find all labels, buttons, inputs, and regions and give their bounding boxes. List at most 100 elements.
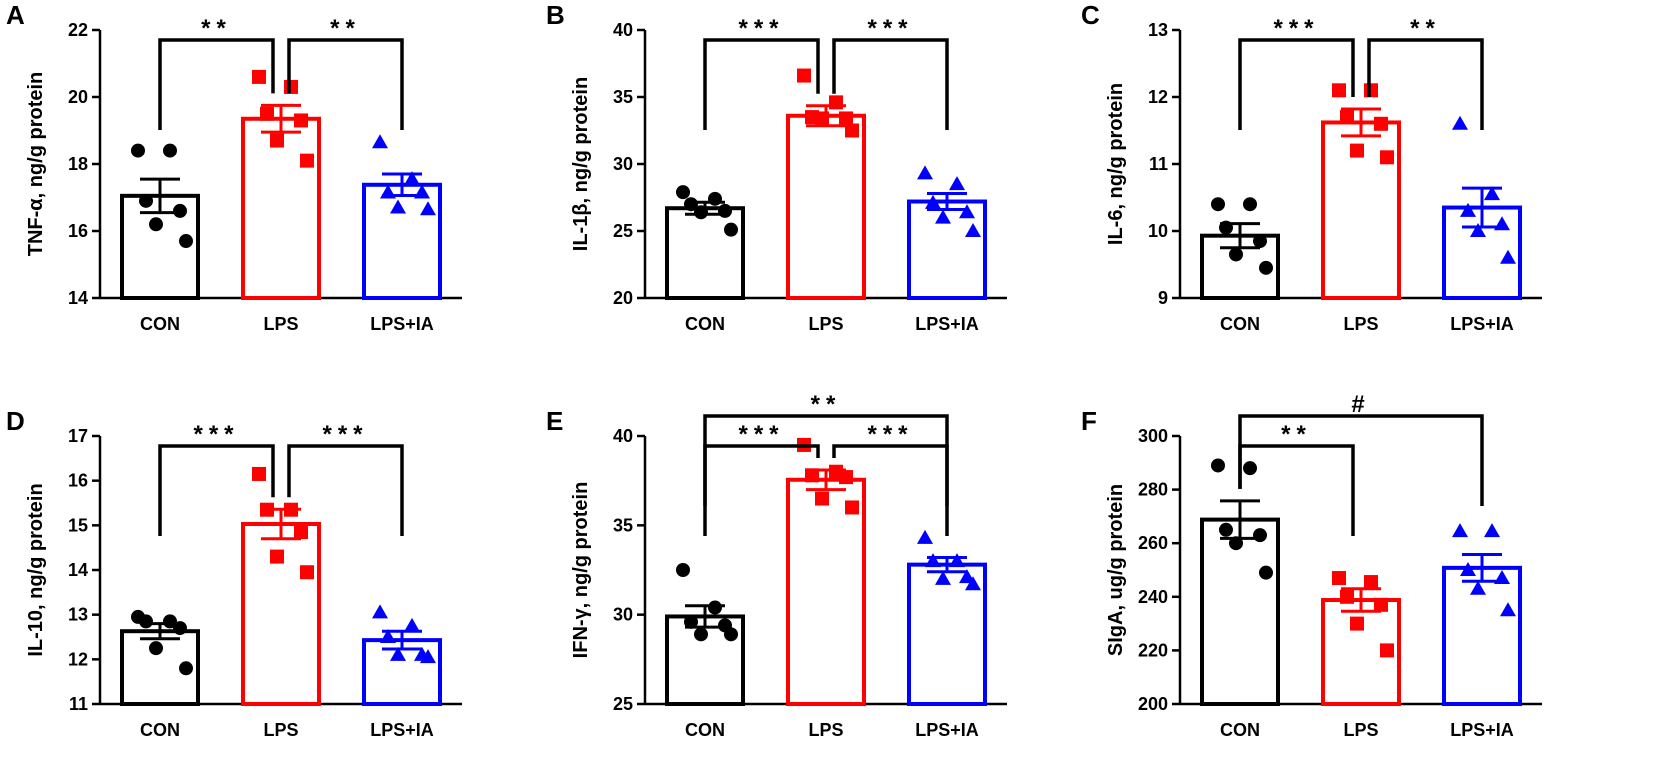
panel-c: C IL-6, ng/g protein 9 10 11 12 13 CON LPS LPS+IA…: [1081, 0, 1542, 334]
x-category-label: LPS: [808, 720, 843, 740]
data-point-circle: [1243, 197, 1257, 212]
data-point-square: [252, 69, 266, 84]
significance-label: ***: [738, 15, 784, 42]
data-point-circle: [179, 234, 193, 249]
data-point-square: [1380, 643, 1394, 658]
data-point-circle: [684, 197, 698, 212]
data-point-square: [839, 111, 853, 126]
bar-con: [665, 206, 745, 300]
significance-label: **: [1410, 15, 1441, 42]
y-tick-label: 300: [1138, 426, 1168, 446]
significance-bracket: [703, 414, 949, 506]
data-point-triangle: [1484, 186, 1500, 201]
data-point-circle: [163, 614, 177, 629]
data-point-square: [1340, 110, 1354, 125]
data-point-circle: [179, 661, 193, 676]
data-point-circle: [1219, 522, 1233, 537]
significance-label: ***: [867, 421, 913, 448]
significance-bracket: [287, 38, 404, 130]
data-point-square: [300, 153, 314, 168]
significance-bracket: [1238, 38, 1355, 130]
x-category-label: LPS+IA: [370, 314, 434, 334]
data-point-triangle: [414, 184, 430, 199]
data-point-square: [845, 500, 859, 515]
y-tick-label: 15: [68, 515, 88, 535]
x-category-label: CON: [140, 314, 180, 334]
y-tick-label: 22: [68, 20, 88, 40]
data-point-square: [805, 468, 819, 483]
data-point-square: [845, 123, 859, 138]
significance-label: ***: [322, 421, 368, 448]
data-point-circle: [708, 191, 722, 206]
x-category-label: LPS: [263, 720, 298, 740]
significance-bracket: [1367, 38, 1484, 130]
data-point-triangle: [380, 184, 396, 199]
significance-label: ***: [738, 421, 784, 448]
x-category-label: LPS+IA: [1450, 314, 1514, 334]
x-category-label: CON: [685, 720, 725, 740]
y-tick-label: 11: [1149, 154, 1168, 174]
y-tick-label: 35: [613, 515, 633, 535]
x-category-label: CON: [685, 314, 725, 334]
data-point-circle: [1259, 565, 1273, 580]
data-point-circle: [1211, 458, 1225, 473]
significance-bracket: [1238, 414, 1484, 506]
y-tick-label: 10: [1148, 221, 1168, 241]
data-point-square: [260, 106, 274, 121]
significance-label: **: [201, 15, 232, 42]
y-tick-label: 16: [68, 471, 88, 491]
data-point-circle: [1229, 536, 1243, 551]
data-point-triangle: [372, 134, 388, 149]
data-point-triangle: [420, 201, 436, 216]
data-point-triangle: [380, 629, 396, 643]
data-point-circle: [676, 185, 690, 200]
y-tick-label: 260: [1138, 533, 1168, 553]
y-tick-label: 13: [68, 605, 88, 625]
y-tick-label: 30: [613, 605, 633, 625]
data-point-square: [1350, 616, 1364, 631]
y-axis-label: IL-1β, ng/g protein: [570, 77, 592, 251]
data-point-square: [294, 113, 308, 128]
data-point-triangle: [1460, 202, 1476, 217]
y-axis-label: IFN-γ, ng/g protein: [570, 482, 592, 659]
y-tick-label: 9: [1158, 288, 1168, 308]
data-point-triangle: [1452, 523, 1468, 538]
data-point-triangle: [949, 553, 965, 568]
data-point-circle: [676, 563, 690, 577]
y-tick-label: 35: [613, 87, 633, 107]
data-point-square: [815, 491, 829, 506]
x-category-label: LPS: [263, 314, 298, 334]
y-tick-label: 25: [613, 694, 633, 714]
y-tick-label: 220: [1138, 640, 1168, 660]
y-tick-label: 11: [69, 694, 88, 714]
x-category-label: LPS+IA: [1450, 720, 1514, 740]
data-point-triangle: [404, 171, 420, 186]
significance-bracket: [287, 444, 404, 536]
data-point-triangle: [959, 204, 975, 219]
data-point-square: [1332, 571, 1346, 586]
data-point-triangle: [949, 176, 965, 191]
y-tick-label: 40: [613, 20, 633, 40]
data-point-circle: [1253, 528, 1267, 543]
data-point-triangle: [1460, 562, 1476, 576]
y-tick-label: 18: [68, 154, 88, 174]
data-point-circle: [1229, 247, 1243, 262]
data-point-circle: [173, 621, 187, 636]
data-point-triangle: [1494, 570, 1510, 585]
y-tick-label: 20: [68, 87, 88, 107]
y-tick-label: 12: [1148, 87, 1168, 107]
data-point-triangle: [925, 194, 941, 209]
data-point-square: [839, 470, 853, 485]
data-point-circle: [1253, 234, 1267, 249]
panel-letter: E: [546, 406, 563, 436]
data-point-circle: [173, 203, 187, 218]
x-category-label: LPS+IA: [915, 314, 979, 334]
data-point-square: [260, 502, 274, 517]
panel-letter: A: [6, 0, 25, 30]
data-point-circle: [1219, 220, 1233, 235]
data-point-circle: [139, 193, 153, 208]
data-point-square: [1364, 575, 1378, 590]
y-tick-label: 20: [613, 288, 633, 308]
data-point-circle: [724, 222, 738, 237]
data-point-square: [270, 549, 284, 564]
